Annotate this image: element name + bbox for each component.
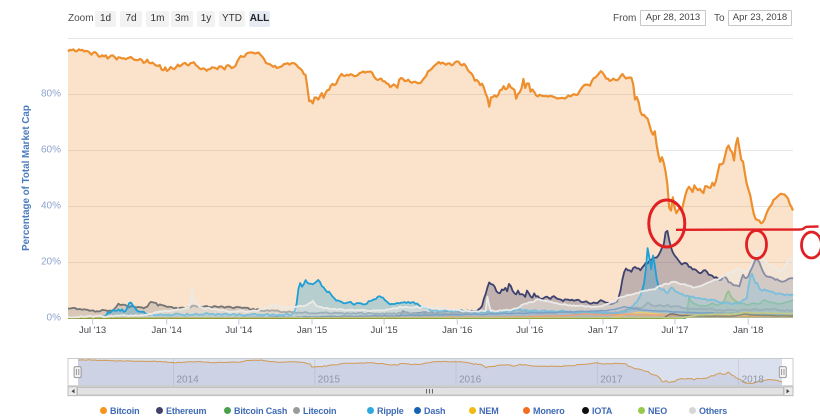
svg-text:80%: 80%: [41, 89, 61, 100]
svg-text:2017: 2017: [600, 375, 623, 386]
svg-text:Jan '15: Jan '15: [297, 325, 327, 336]
svg-text:Percentage of Total Market Cap: Percentage of Total Market Cap: [21, 105, 32, 251]
svg-text:Jul '16: Jul '16: [516, 325, 543, 336]
svg-text:Jul '13: Jul '13: [79, 325, 106, 336]
svg-text:2018: 2018: [742, 375, 765, 386]
svg-text:Jul '15: Jul '15: [371, 325, 398, 336]
svg-text:40%: 40%: [41, 201, 61, 212]
svg-text:Jan '16: Jan '16: [442, 325, 472, 336]
svg-text:Jan '17: Jan '17: [588, 325, 618, 336]
svg-text:2015: 2015: [318, 375, 341, 386]
svg-text:2014: 2014: [177, 375, 200, 386]
svg-text:Jul '17: Jul '17: [661, 325, 688, 336]
svg-text:Jan '18: Jan '18: [733, 325, 763, 336]
svg-text:Jul '14: Jul '14: [225, 325, 252, 336]
svg-text:Jan '14: Jan '14: [152, 325, 182, 336]
svg-text:60%: 60%: [41, 145, 61, 156]
svg-text:0%: 0%: [47, 313, 62, 324]
svg-text:20%: 20%: [41, 257, 61, 268]
svg-text:2016: 2016: [459, 375, 482, 386]
